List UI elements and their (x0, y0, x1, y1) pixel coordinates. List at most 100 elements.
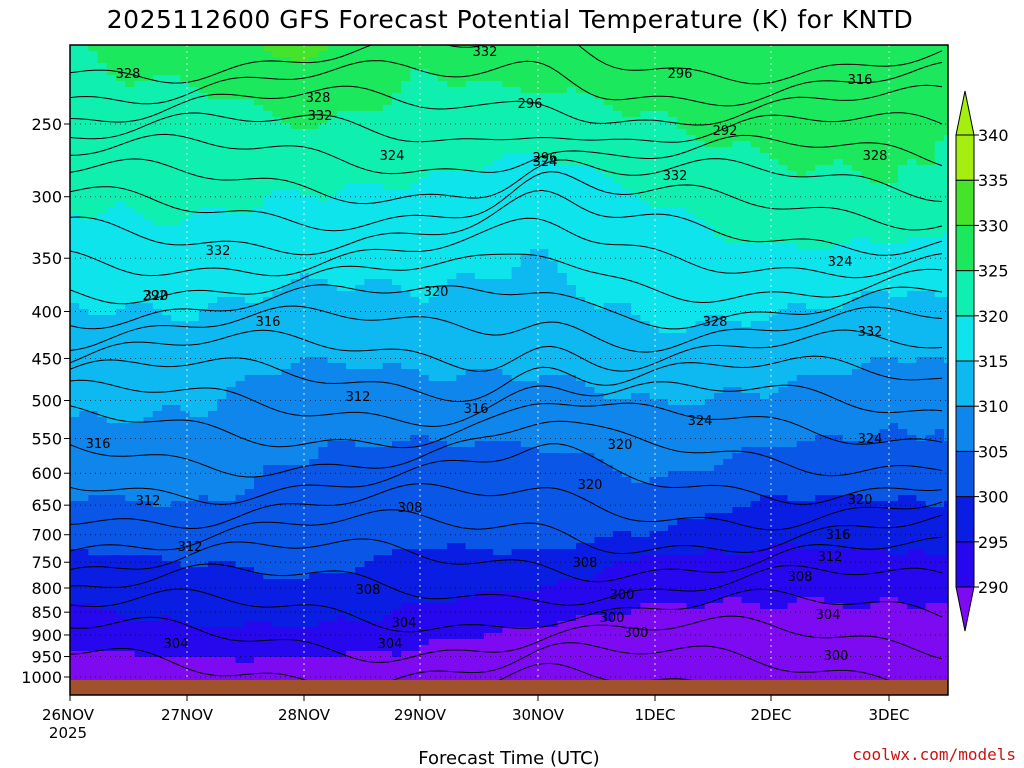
contour-label: 292 (143, 289, 168, 304)
x-tick-label: 27NOV (161, 706, 214, 724)
contour-label: 300 (624, 626, 649, 641)
contour-label: 316 (86, 437, 111, 452)
contour-label: 316 (464, 402, 489, 417)
contour-label: 296 (518, 97, 543, 112)
x-tick-label: 30NOV (512, 706, 565, 724)
x-tick-label: 29NOV (394, 706, 447, 724)
temperature-fill (70, 45, 948, 695)
contour-label: 328 (863, 149, 888, 164)
contour-label: 300 (610, 588, 635, 603)
contour-label: 296 (533, 151, 558, 166)
contour-label: 320 (608, 438, 633, 453)
x-first-year: 2025 (49, 724, 87, 742)
contour-label: 324 (688, 414, 713, 429)
contour-label: 324 (858, 432, 883, 447)
contour-label: 324 (380, 149, 405, 164)
y-tick-label: 950 (31, 648, 62, 667)
contour-label: 316 (848, 73, 873, 88)
contour-label: 308 (398, 501, 423, 516)
contour-label: 320 (848, 493, 873, 508)
plot-frame (69, 44, 949, 696)
colorbar-label: 310 (978, 397, 1009, 416)
y-axis-ticks: 250 300 350 400 450 500 550 600 650 700 750 800 850 9… (21, 115, 70, 687)
colorbar-swatch (955, 405, 975, 452)
colorbar-arrow-high (955, 90, 975, 136)
contour-label: 332 (308, 109, 333, 124)
contour-label: 332 (206, 244, 231, 259)
y-tick-label: 850 (31, 603, 62, 622)
contour-labels: 332 328 328 332 324 324 320 320 316 312 316 316 308 3… (86, 45, 888, 664)
colorbar-swatch (955, 496, 975, 543)
colorbar-swatch (955, 224, 975, 272)
y-tick-label: 1000 (21, 668, 62, 687)
y-tick-label: 900 (31, 626, 62, 645)
contour-label: 328 (703, 315, 728, 330)
colorbar-label: 300 (978, 488, 1009, 507)
colorbar-swatch (955, 270, 975, 317)
terrain-band (70, 680, 948, 695)
colorbar-label: 295 (978, 533, 1009, 552)
chart-title: 2025112600 GFS Forecast Potential Temper… (107, 5, 913, 34)
contour-label: 324 (533, 155, 558, 170)
contour-label: 304 (816, 608, 841, 623)
contour-label: 312 (136, 494, 161, 509)
y-tick-label: 750 (31, 553, 62, 572)
colorbar-swatch (955, 541, 975, 588)
colorbar-label: 340 (978, 126, 1009, 145)
colorbar-label: 290 (978, 578, 1009, 597)
contour-label: 300 (824, 649, 849, 664)
contour-label: 324 (828, 255, 853, 270)
contour-label: 316 (826, 528, 851, 543)
x-tick-label: 28NOV (278, 706, 331, 724)
contour-label: 328 (306, 91, 331, 106)
contour-label: 296 (668, 67, 693, 82)
y-tick-label: 350 (31, 249, 62, 268)
contour-label: 316 (256, 315, 281, 330)
contour-label: 312 (346, 390, 371, 405)
colorbar-swatch (955, 315, 975, 362)
contour-label: 308 (573, 556, 598, 571)
x-axis-label: Forecast Time (UTC) (418, 748, 599, 768)
y-tick-label: 700 (31, 526, 62, 545)
x-tick-label: 26NOV (42, 706, 95, 724)
contour-label: 300 (600, 611, 625, 626)
colorbar-swatch (955, 360, 975, 407)
contour-label: 332 (473, 45, 498, 60)
contour-label: 304 (164, 637, 189, 652)
contour-lines (70, 45, 943, 695)
colorbar-arrow-low (955, 586, 975, 632)
colorbar-swatch (955, 134, 975, 181)
contour-label: 320 (424, 285, 449, 300)
y-tick-label: 600 (31, 464, 62, 483)
y-tick-label: 650 (31, 496, 62, 515)
colorbar-swatch (955, 179, 975, 226)
x-tick-label: 2DEC (750, 706, 791, 724)
x-axis-ticks: 26NOV 27NOV 28NOV 29NOV 30NOV 1DEC 2DEC 3DEC (42, 695, 910, 724)
y-tick-label: 300 (31, 188, 62, 207)
colorbar-label: 315 (978, 352, 1009, 371)
y-tick-label: 250 (31, 115, 62, 134)
contour-label: 320 (578, 478, 603, 493)
x-tick-label: 1DEC (634, 706, 675, 724)
contour-label: 312 (818, 550, 843, 565)
grid-lines (70, 45, 948, 695)
contour-label: 304 (392, 616, 417, 631)
contour-label: 292 (713, 124, 738, 139)
contour-label: 304 (378, 637, 403, 652)
colorbar: 290 295 300 305 310 315 320 325 330 335 340 (955, 90, 1009, 632)
x-tick-label: 3DEC (868, 706, 909, 724)
colorbar-label: 330 (978, 216, 1009, 235)
y-tick-label: 800 (31, 579, 62, 598)
contour-label: 308 (356, 583, 381, 598)
contour-label: 312 (178, 540, 203, 555)
colorbar-label: 320 (978, 307, 1009, 326)
colorbar-label: 305 (978, 442, 1009, 461)
contour-label: 328 (116, 67, 141, 82)
colorbar-swatch (955, 450, 975, 498)
credit-text: coolwx.com/models (852, 745, 1016, 764)
y-tick-label: 500 (31, 392, 62, 411)
colorbar-label: 325 (978, 262, 1009, 281)
contour-label: 308 (788, 570, 813, 585)
contour-label: 320 (144, 289, 169, 304)
